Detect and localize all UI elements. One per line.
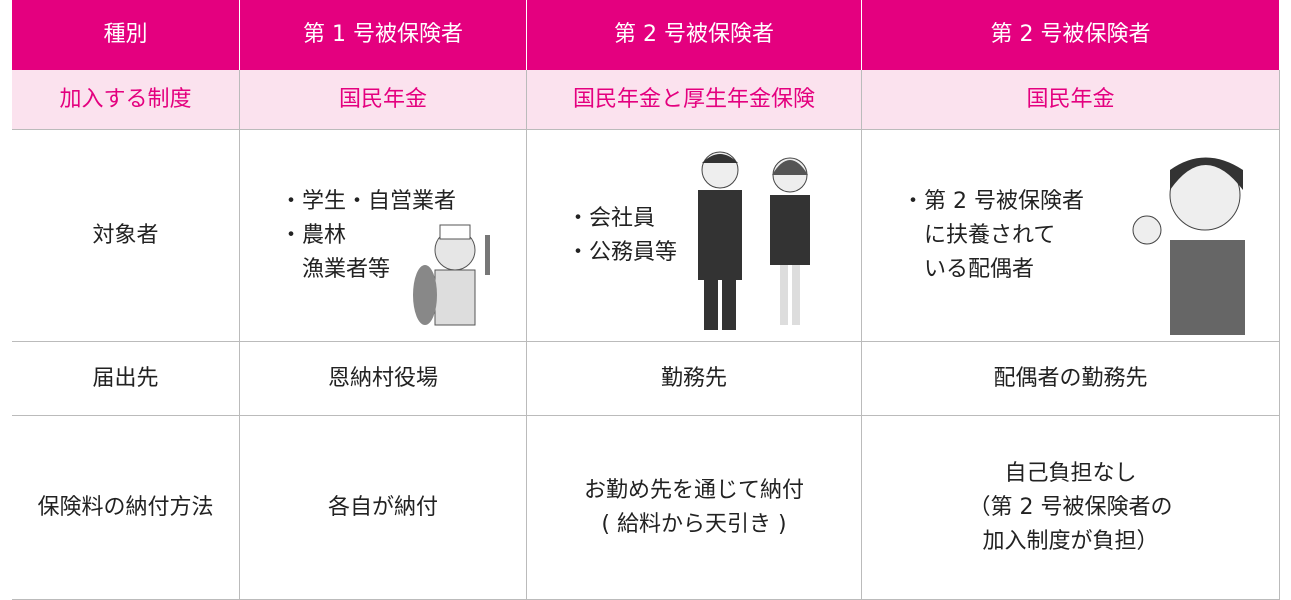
body-cell: お勤め先を通じて納付 ( 給料から天引き ) — [527, 416, 862, 600]
cell-text: 保険料の納付方法 — [37, 494, 214, 520]
office-workers-illustration — [698, 151, 810, 330]
cell-text: ( 給料から天引き ) — [601, 511, 787, 537]
cell-text: 配偶者の勤務先 — [993, 365, 1148, 391]
body-cell: 届出先 — [12, 342, 240, 416]
cell-text: ・第 2 号被保険者 — [902, 188, 1084, 214]
cell-text: ・会社員 — [567, 205, 656, 231]
body-cell: 保険料の納付方法 — [12, 416, 240, 600]
cell-text: 国民年金と厚生年金保険 — [572, 86, 815, 112]
cell-text: （第 2 号被保険者の — [968, 494, 1173, 520]
cell-text: 第 2 号被保険者 — [614, 22, 774, 47]
subheader-cell: 国民年金と厚生年金保険 — [527, 70, 862, 130]
subheader-cell: 加入する制度 — [12, 70, 240, 130]
body-cell: 自己負担なし （第 2 号被保険者の 加入制度が負担） — [862, 416, 1280, 600]
cell-text: 恩納村役場 — [327, 365, 438, 391]
cell-text: ・公務員等 — [567, 239, 678, 265]
fisher-illustration — [413, 224, 490, 326]
cell-text: 届出先 — [92, 365, 159, 391]
body-cell: 対象者 — [12, 130, 240, 342]
cell-text: ・学生・自営業者 — [280, 188, 457, 214]
body-cell: 各自が納付 — [240, 416, 527, 600]
cell-text: 対象者 — [92, 222, 159, 248]
body-cell: ・会社員 ・公務員等 — [527, 130, 862, 342]
cell-text: 勤務先 — [660, 365, 727, 391]
body-cell: 配偶者の勤務先 — [862, 342, 1280, 416]
cell-text: 第 2 号被保険者 — [990, 22, 1151, 47]
header-cell: 第 2 号被保険者 — [527, 0, 862, 70]
cell-text: 加入する制度 — [59, 86, 192, 112]
body-cell: ・学生・自営業者 ・農林 漁業者等 — [240, 130, 527, 342]
header-cell: 第 1 号被保険者 — [240, 0, 527, 70]
cell-text: 国民年金 — [338, 86, 427, 112]
cell-text: 種別 — [103, 22, 148, 47]
cell-text: 各自が納付 — [327, 494, 438, 520]
cell-text: 国民年金 — [1026, 86, 1115, 112]
header-cell: 種別 — [12, 0, 240, 70]
page: 自己負担なし （第 2 号被保険者の 加入制度が負担） お勤め先を通じて納付 ( 給料か… — [12, 0, 1280, 600]
body-cell: 勤務先 — [527, 342, 862, 416]
spouse-illustration — [1132, 157, 1245, 335]
cell-text: 漁業者等 — [280, 256, 391, 282]
cell-text: いる配偶者 — [902, 256, 1035, 282]
subheader-cell: 国民年金 — [240, 70, 527, 130]
cell-text: 第 1 号被保険者 — [303, 22, 463, 47]
cell-text: に扶養されて — [902, 222, 1056, 248]
cell-text: 自己負担なし — [1004, 460, 1137, 486]
cell-text: ・農林 — [280, 222, 347, 248]
body-cell: ・第 2 号被保険者 に扶養されて いる配偶者 — [862, 130, 1280, 342]
subheader-cell: 国民年金 — [862, 70, 1280, 130]
body-cell: 恩納村役場 — [240, 342, 527, 416]
header-cell: 第 2 号被保険者 — [862, 0, 1280, 70]
cell-text: お勤め先を通じて納付 — [583, 477, 804, 503]
cell-text: 加入制度が負担） — [982, 528, 1159, 554]
